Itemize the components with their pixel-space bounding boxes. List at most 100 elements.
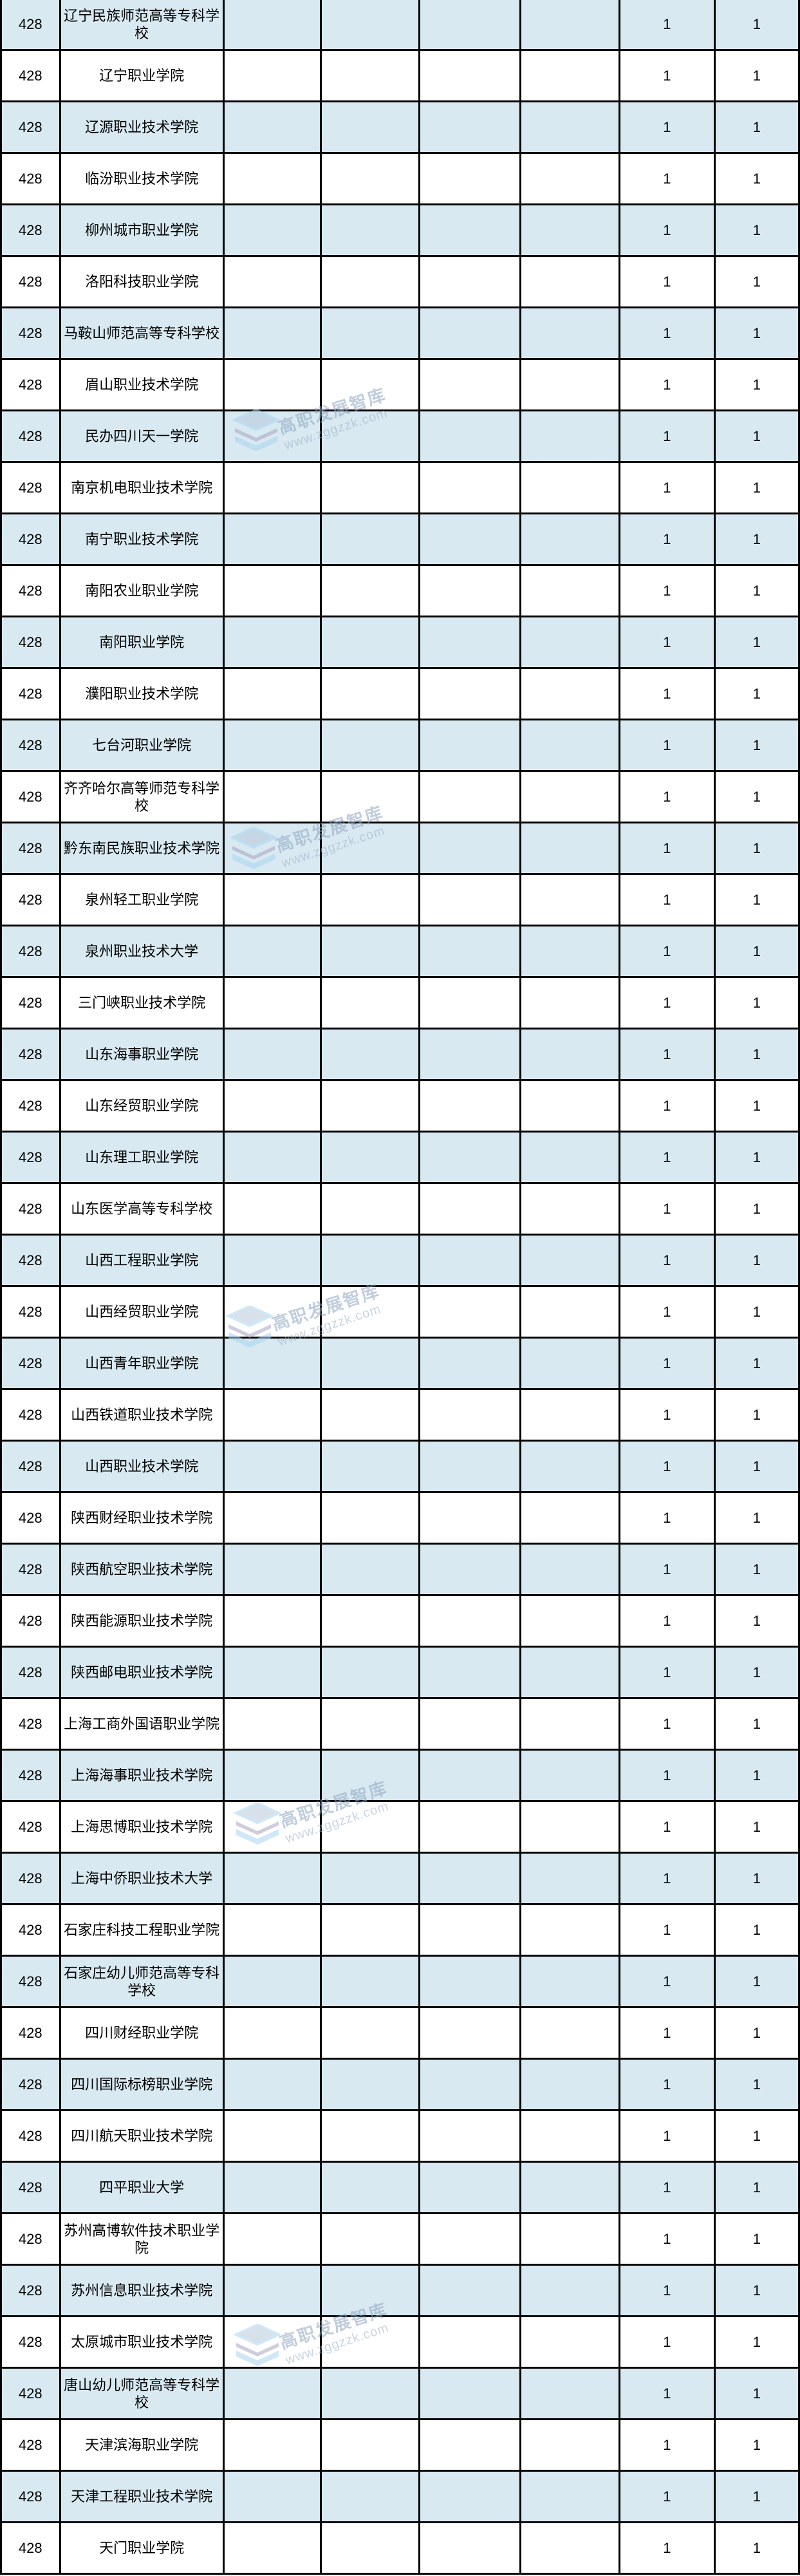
empty-cell [519,49,620,102]
empty-cell [418,0,522,51]
rank-cell: 428 [0,100,61,154]
rank-cell: 428 [0,770,61,823]
empty-cell [222,0,322,51]
value-cell-1: 1 [618,203,716,257]
empty-cell [519,1955,620,2008]
empty-cell [319,1852,421,1905]
empty-cell [319,770,421,823]
empty-cell [519,1852,620,1905]
empty-cell [319,1491,421,1545]
empty-cell [519,2367,620,2420]
table-row: 428 上海工商外国语职业学院 1 1 [0,1697,800,1751]
school-name-cell: 洛阳科技职业学院 [59,255,225,308]
empty-cell [519,976,620,1029]
rank-cell: 428 [0,1749,61,1802]
value-cell-1: 1 [618,1234,716,1287]
empty-cell [418,925,522,978]
empty-cell [222,1749,322,1802]
school-name-cell: 四川财经职业学院 [59,2006,225,2060]
empty-cell [519,1646,620,1699]
value-cell-1: 1 [618,1749,716,1802]
empty-cell [319,667,421,720]
school-name-cell: 柳州城市职业学院 [59,203,225,257]
empty-cell [519,1749,620,1802]
empty-cell [418,1749,522,1802]
empty-cell [418,1594,522,1648]
table-row: 428 洛阳科技职业学院 1 1 [0,255,800,308]
empty-cell [519,2161,620,2214]
value-cell-2: 1 [713,1079,800,1133]
value-cell-1: 1 [618,1285,716,1339]
value-cell-2: 1 [713,1491,800,1545]
school-name-cell: 陕西能源职业技术学院 [59,1594,225,1648]
empty-cell [222,770,322,823]
empty-cell [222,1543,322,1596]
value-cell-2: 1 [713,1337,800,1390]
rank-cell: 428 [0,1131,61,1184]
rank-cell: 428 [0,1955,61,2008]
table-row: 428 山西铁道职业技术学院 1 1 [0,1388,800,1442]
school-name-cell: 南阳职业学院 [59,616,225,669]
rank-cell: 428 [0,1079,61,1133]
value-cell-1: 1 [618,2521,716,2575]
empty-cell [319,1388,421,1442]
empty-cell [418,770,522,823]
empty-cell [319,1646,421,1699]
empty-cell [418,1388,522,1442]
table-row: 428 山西工程职业学院 1 1 [0,1234,800,1287]
value-cell-2: 1 [713,925,800,978]
value-cell-1: 1 [618,1131,716,1184]
rank-cell: 428 [0,49,61,102]
empty-cell [519,2470,620,2523]
value-cell-2: 1 [713,976,800,1029]
empty-cell [319,2367,421,2420]
school-name-cell: 苏州高博软件技术职业学院 [59,2212,225,2266]
empty-cell [519,306,620,360]
empty-cell [222,1337,322,1390]
rank-cell: 428 [0,255,61,308]
school-name-cell: 四川航天职业技术学院 [59,2109,225,2163]
empty-cell [319,1028,421,1081]
school-name-cell: 辽宁民族师范高等专科学校 [59,0,225,51]
rank-cell: 428 [0,358,61,411]
empty-cell [418,2058,522,2111]
value-cell-1: 1 [618,1079,716,1133]
empty-cell [222,2264,322,2317]
school-name-cell: 眉山职业技术学院 [59,358,225,411]
empty-cell [222,358,322,411]
empty-cell [319,719,421,772]
empty-cell [418,1852,522,1905]
rank-cell: 428 [0,2418,61,2472]
value-cell-1: 1 [618,2006,716,2060]
empty-cell [418,2109,522,2163]
empty-cell [418,976,522,1029]
empty-cell [418,2212,522,2266]
rank-cell: 428 [0,873,61,926]
empty-cell [418,461,522,514]
empty-cell [319,203,421,257]
table-row: 428 辽宁民族师范高等专科学校 1 1 [0,0,800,51]
value-cell-1: 1 [618,976,716,1029]
empty-cell [222,1903,322,1957]
value-cell-2: 1 [713,306,800,360]
value-cell-1: 1 [618,358,716,411]
value-cell-1: 1 [618,0,716,51]
value-cell-1: 1 [618,822,716,875]
table-row: 428 南京机电职业技术学院 1 1 [0,461,800,514]
value-cell-2: 1 [713,1131,800,1184]
value-cell-1: 1 [618,1646,716,1699]
empty-cell [222,409,322,463]
empty-cell [418,822,522,875]
empty-cell [418,2264,522,2317]
school-name-cell: 辽源职业技术学院 [59,100,225,154]
school-name-cell: 民办四川天一学院 [59,409,225,463]
empty-cell [222,1594,322,1648]
value-cell-1: 1 [618,1182,716,1236]
table-row: 428 苏州信息职业技术学院 1 1 [0,2264,800,2317]
empty-cell [222,1440,322,1493]
empty-cell [319,2161,421,2214]
empty-cell [222,461,322,514]
table-row: 428 天津工程职业技术学院 1 1 [0,2470,800,2523]
table-row: 428 陕西邮电职业技术学院 1 1 [0,1646,800,1699]
empty-cell [319,255,421,308]
